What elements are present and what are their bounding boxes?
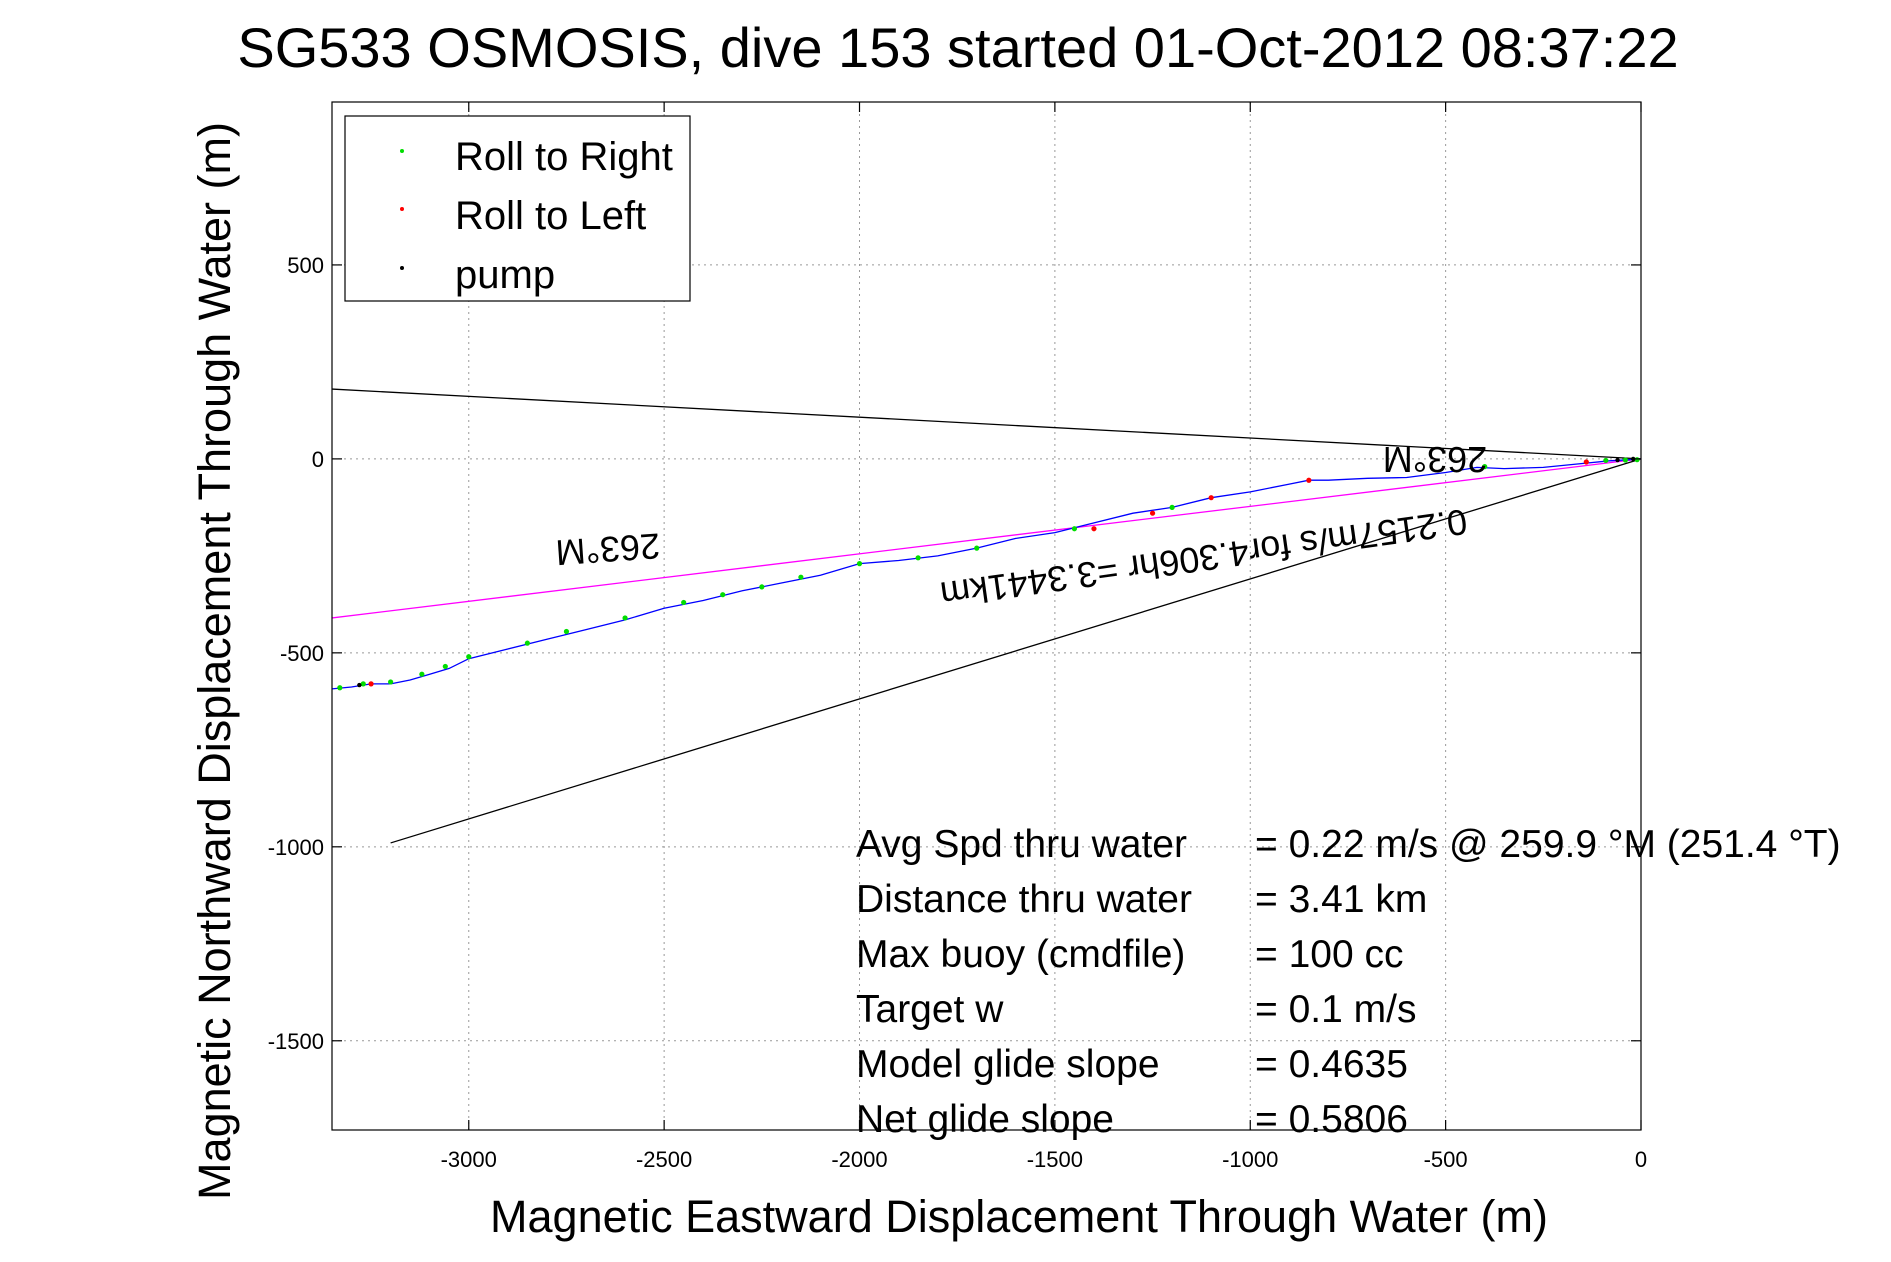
roll-left-point-3 xyxy=(1149,510,1156,516)
legend-marker-roll-left xyxy=(400,207,404,211)
stat-value-max-buoy: = 100 cc xyxy=(1255,933,1404,976)
legend-marker-roll-right xyxy=(400,149,404,153)
x-tick-label-1: -2500 xyxy=(636,1147,692,1172)
y-axis-label: Magnetic Northward Displacement Through … xyxy=(189,122,240,1200)
heading-annotation-near: 263°M xyxy=(1383,439,1487,480)
plot-area-frame xyxy=(331,101,1642,1131)
roll-left-point-0 xyxy=(1583,459,1589,465)
roll-right-point-9 xyxy=(798,574,804,580)
legend-label-pump: pump xyxy=(455,253,555,297)
roll-right-point-2 xyxy=(1603,457,1609,464)
x-tick-label-0: -3000 xyxy=(441,1147,497,1172)
stat-value-model-glide: = 0.4635 xyxy=(1255,1043,1408,1086)
roll-right-point-16 xyxy=(466,654,472,660)
reference-line-magenta xyxy=(331,458,1642,619)
y-tick-label-2: -500 xyxy=(280,641,324,666)
y-tick-label-1: 0 xyxy=(312,447,324,472)
roll-left-point-4 xyxy=(1091,526,1097,532)
roll-right-point-18 xyxy=(419,671,425,677)
roll-right-point-4 xyxy=(1169,504,1175,510)
y-tick-label-4: -1500 xyxy=(268,1029,324,1054)
speed-line-annotation: 0.2157m/s for4.306hr =3.3441km xyxy=(938,501,1470,616)
stat-label-max-buoy: Max buoy (cmdfile) xyxy=(856,933,1185,976)
roll-right-point-15 xyxy=(524,640,530,646)
roll-right-point-3 xyxy=(1482,464,1488,470)
roll-right-point-10 xyxy=(759,584,765,590)
stats-panel: Avg Spd thru water = 0.22 m/s @ 259.9 °M… xyxy=(856,823,1841,1141)
heading-annotation-far: 263°M xyxy=(554,525,661,573)
legend-label-roll-left: Roll to Left xyxy=(455,194,646,238)
x-tick-label-2: -2000 xyxy=(831,1147,887,1172)
legend-box xyxy=(344,115,691,302)
x-tick-label-4: -1000 xyxy=(1222,1147,1278,1172)
pump-point-1 xyxy=(1615,457,1620,463)
roll-right-point-21 xyxy=(337,685,343,691)
reference-line-black-upper xyxy=(331,388,1642,460)
stat-value-avg-speed: = 0.22 m/s @ 259.9 °M (251.4 °T) xyxy=(1255,823,1841,866)
stat-label-net-glide: Net glide slope xyxy=(856,1098,1114,1141)
roll-right-point-13 xyxy=(622,615,628,621)
y-axis-ticks: 500 0 -500 -1000 -1500 xyxy=(268,253,1641,1054)
roll-left-point-5 xyxy=(368,681,374,687)
x-tick-label-5: -500 xyxy=(1424,1147,1468,1172)
stat-label-distance: Distance thru water xyxy=(856,878,1192,921)
plot-series xyxy=(331,388,1642,844)
roll-right-point-14 xyxy=(563,628,570,635)
stat-value-net-glide: = 0.5806 xyxy=(1255,1098,1408,1141)
roll-right-point-7 xyxy=(915,555,921,561)
x-axis-label: Magnetic Eastward Displacement Through W… xyxy=(490,1191,1548,1242)
grid-lines xyxy=(332,102,1642,1130)
reference-line-black-lower xyxy=(390,458,1642,844)
roll-right-point-8 xyxy=(856,561,863,567)
stat-value-target-w: = 0.1 m/s xyxy=(1255,988,1416,1031)
chart-title: SG533 OSMOSIS, dive 153 started 01-Oct-2… xyxy=(237,16,1678,79)
roll-right-point-6 xyxy=(974,545,980,551)
stat-label-target-w: Target w xyxy=(856,988,1004,1031)
y-tick-label-3: -1000 xyxy=(268,835,324,860)
roll-right-point-1 xyxy=(1622,457,1628,463)
roll-right-point-17 xyxy=(442,663,448,670)
stat-label-avg-speed: Avg Spd thru water xyxy=(856,823,1187,866)
legend: Roll to Right Roll to Left pump xyxy=(344,115,691,302)
roll-right-point-19 xyxy=(388,679,394,685)
roll-left-point-1 xyxy=(1306,477,1312,483)
x-axis-ticks: -3000 -2500 -2000 -1500 -1000 -500 0 xyxy=(441,102,1647,1172)
pump-point-2 xyxy=(357,682,362,688)
stat-value-distance: = 3.41 km xyxy=(1255,878,1427,921)
roll-left-point-2 xyxy=(1208,495,1214,501)
roll-right-point-12 xyxy=(681,599,687,606)
roll-right-point-20 xyxy=(360,681,366,687)
x-tick-label-3: -1500 xyxy=(1027,1147,1083,1172)
legend-marker-pump xyxy=(400,266,404,270)
roll-right-point-11 xyxy=(720,592,726,598)
stat-label-model-glide: Model glide slope xyxy=(856,1043,1160,1086)
roll-right-point-0 xyxy=(1634,457,1640,463)
x-tick-label-6: 0 xyxy=(1635,1147,1647,1172)
legend-label-roll-right: Roll to Right xyxy=(455,135,673,179)
roll-right-point-5 xyxy=(1071,526,1078,532)
y-tick-label-0: 500 xyxy=(287,253,324,278)
